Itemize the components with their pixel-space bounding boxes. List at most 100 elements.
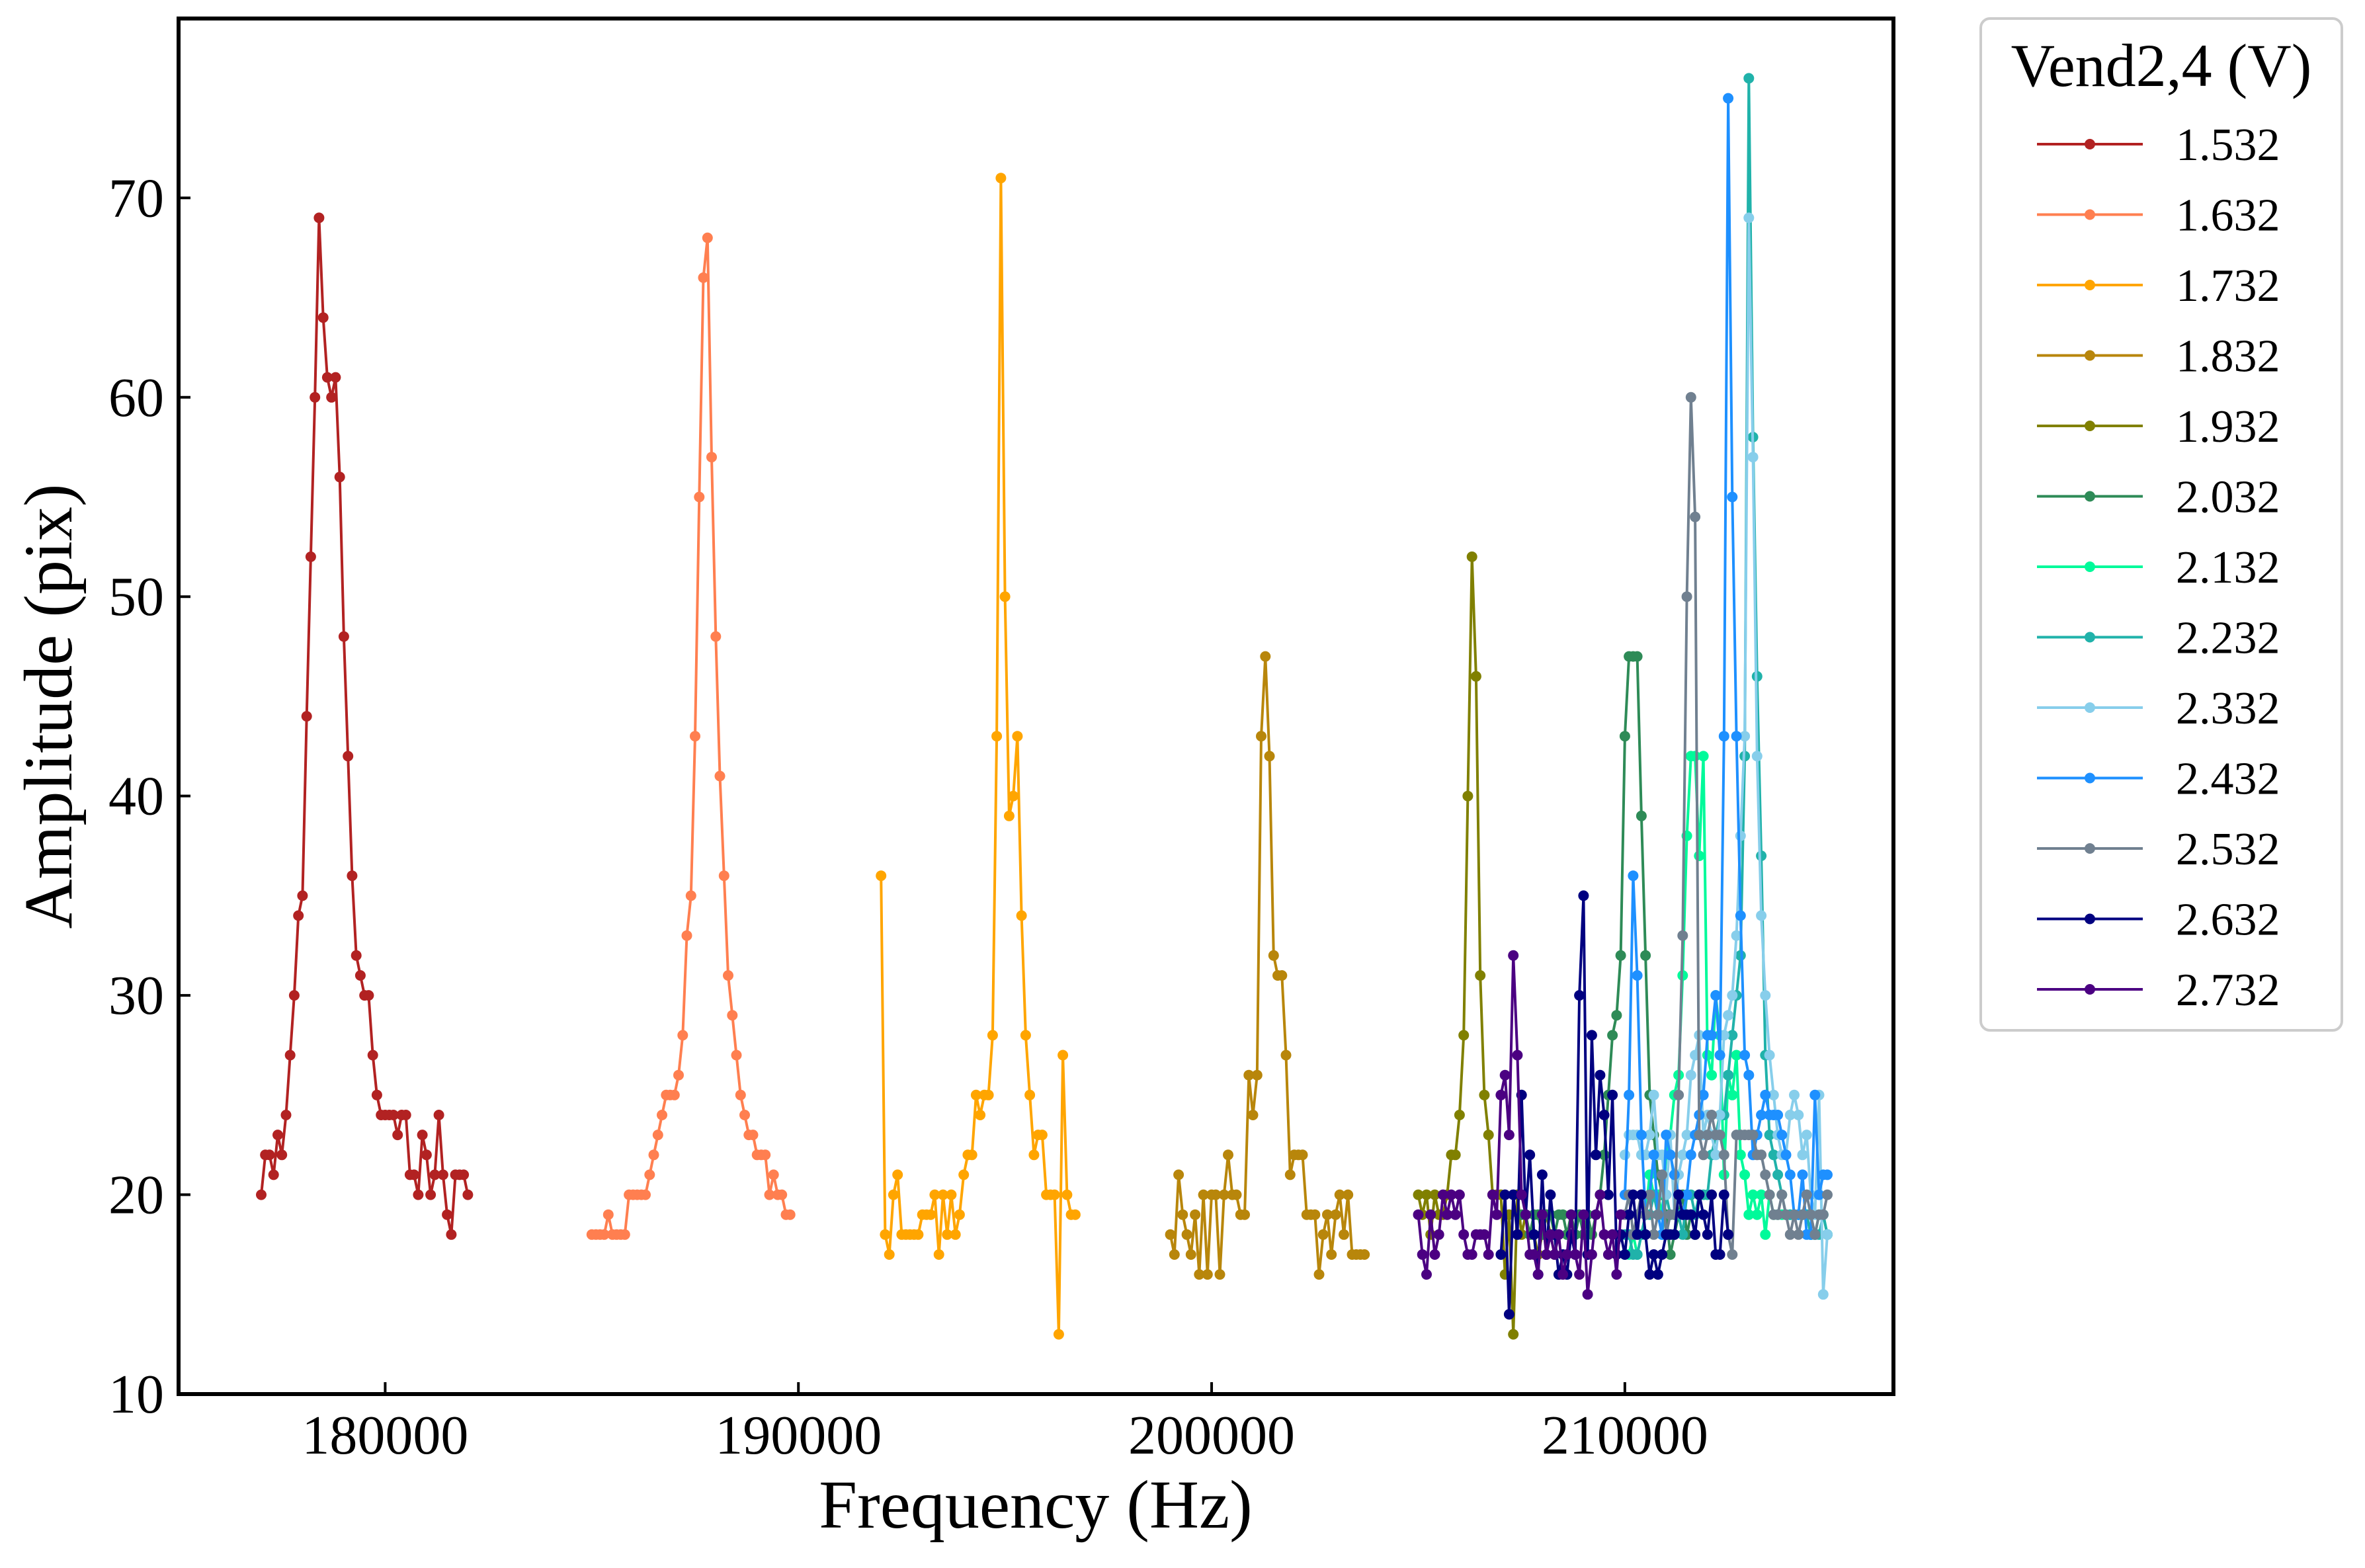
data-point (1727, 1249, 1738, 1260)
data-point (1685, 1149, 1696, 1161)
data-point (1669, 1229, 1680, 1240)
data-point (1284, 1169, 1296, 1180)
series-1.932 (1413, 551, 1560, 1340)
data-point (1508, 1329, 1519, 1340)
data-point (970, 1089, 981, 1100)
data-point (954, 1209, 965, 1220)
legend-swatch-marker (2085, 984, 2095, 995)
data-point (1727, 491, 1738, 503)
data-point (1578, 1209, 1589, 1220)
data-point (338, 631, 349, 642)
data-point (1495, 1089, 1507, 1100)
data-point (644, 1169, 655, 1180)
data-point (1185, 1249, 1196, 1260)
data-point (1698, 751, 1709, 762)
legend-label: 1.932 (2176, 401, 2280, 452)
data-point (264, 1149, 275, 1161)
data-point (619, 1229, 630, 1240)
data-point (1624, 1209, 1635, 1220)
data-point (718, 870, 729, 882)
legend-item: 1.532 (2037, 120, 2280, 171)
data-point (1442, 1209, 1453, 1220)
data-point (1793, 1110, 1804, 1120)
legend-label: 1.632 (2176, 190, 2280, 241)
x-tick-label: 180000 (302, 1405, 468, 1466)
data-point (371, 1089, 382, 1100)
data-point (437, 1169, 448, 1180)
data-point (1503, 1309, 1514, 1320)
data-point (256, 1189, 267, 1200)
data-point (1495, 1249, 1507, 1260)
legend-swatch-marker (2085, 561, 2095, 572)
legend-label: 2.632 (2176, 895, 2280, 946)
data-point (1508, 950, 1519, 961)
data-point (1698, 1089, 1709, 1100)
data-point (599, 1229, 610, 1240)
data-point (1458, 1229, 1470, 1240)
data-point (1706, 1030, 1718, 1041)
data-point (1020, 1030, 1031, 1041)
data-point (1280, 1050, 1292, 1061)
data-point (1817, 1289, 1829, 1300)
data-point (1677, 1149, 1688, 1161)
data-point (1681, 1130, 1692, 1141)
data-point (1264, 751, 1275, 762)
data-point (1595, 1069, 1606, 1081)
data-point (1512, 1229, 1523, 1240)
data-point (987, 1030, 998, 1041)
data-point (739, 1110, 750, 1120)
data-point (1714, 1130, 1725, 1141)
data-point (1772, 1110, 1784, 1120)
data-point (1466, 551, 1477, 562)
data-point (392, 1130, 403, 1141)
data-point (1644, 1269, 1655, 1280)
legend-item: 1.932 (2037, 401, 2280, 452)
data-point (1036, 1130, 1048, 1141)
data-point (1549, 1249, 1560, 1260)
data-point (1648, 1229, 1659, 1240)
data-point (1008, 790, 1019, 802)
data-point (1632, 651, 1643, 662)
data-point (1735, 1149, 1746, 1161)
data-point (1069, 1209, 1081, 1220)
data-point (1640, 950, 1651, 961)
series-2.432 (1619, 93, 1833, 1240)
data-point (1727, 990, 1738, 1001)
series-line (1623, 97, 1827, 1236)
data-point (276, 1149, 288, 1161)
data-point (1516, 1189, 1527, 1200)
data-point (1628, 1189, 1639, 1200)
legend-item: 2.432 (2037, 754, 2280, 805)
data-point (991, 731, 1003, 742)
data-point (1177, 1209, 1188, 1220)
data-point (677, 1030, 688, 1041)
data-point (723, 970, 733, 981)
data-point (1541, 1249, 1552, 1260)
data-point (768, 1169, 779, 1180)
data-point (1322, 1209, 1333, 1220)
data-point (1714, 1249, 1725, 1260)
data-point (1710, 1149, 1722, 1161)
data-point (1657, 1249, 1668, 1260)
data-point (317, 312, 329, 323)
data-point (1648, 1149, 1659, 1161)
data-point (1809, 1089, 1821, 1100)
legend-swatch-marker (2085, 209, 2095, 220)
legend-swatch-marker (2085, 139, 2095, 149)
data-point (1582, 1289, 1593, 1300)
series-line (260, 216, 470, 1236)
data-point (1636, 810, 1647, 821)
data-point (1602, 1189, 1614, 1200)
data-point (1685, 1069, 1696, 1081)
legend-item: 2.032 (2037, 472, 2280, 523)
data-point (1607, 1229, 1618, 1240)
data-point (1297, 1149, 1308, 1161)
series-line (1169, 655, 1365, 1276)
data-point (1317, 1229, 1329, 1240)
data-point (321, 372, 333, 383)
data-point (1578, 890, 1589, 901)
data-point (784, 1209, 796, 1220)
data-point (1801, 1189, 1812, 1200)
data-point (1218, 1189, 1229, 1200)
data-point (1524, 1149, 1536, 1161)
